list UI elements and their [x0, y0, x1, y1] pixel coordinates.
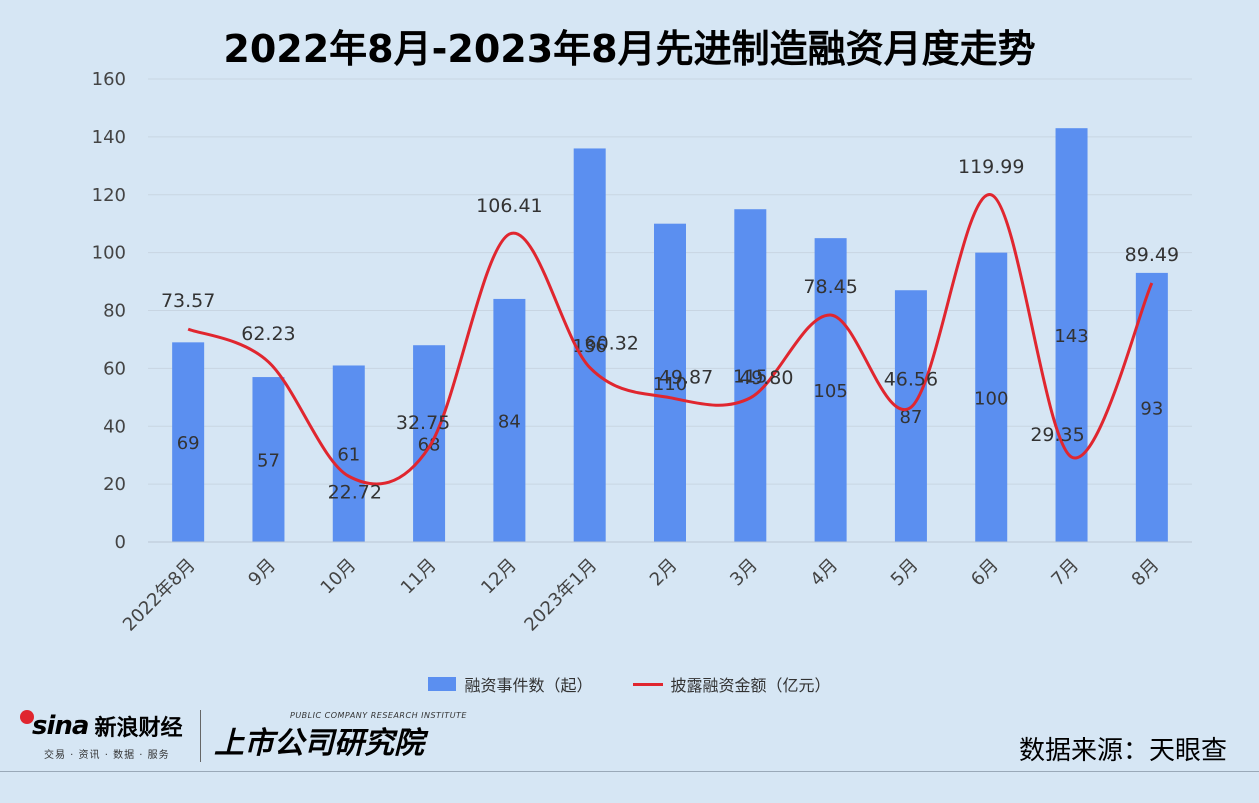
y-tick-label: 60 — [103, 358, 126, 379]
line-value-label: 46.56 — [884, 368, 938, 390]
institute-logo: 上市公司研究院 — [214, 726, 424, 761]
sina-eye-icon — [20, 710, 34, 724]
y-tick-label: 0 — [115, 532, 126, 553]
bar-value-label: 57 — [257, 451, 280, 472]
x-tick-label: 8月 — [1128, 555, 1164, 591]
institute-english-name: PUBLIC COMPANY RESEARCH INSTITUTE — [290, 711, 467, 720]
line-value-label: 106.41 — [476, 195, 542, 217]
y-tick-label: 120 — [92, 185, 126, 206]
bar-value-label: 143 — [1054, 326, 1088, 347]
line-value-label: 49.80 — [739, 367, 793, 389]
line-value-label: 119.99 — [958, 156, 1024, 178]
bar — [252, 377, 285, 542]
bar-value-label: 61 — [337, 445, 360, 466]
sina-finance-logo: sina 新浪财经 — [20, 710, 182, 742]
chart-legend: 融资事件数（起） 披露融资金额（亿元） — [0, 672, 1259, 696]
bar — [654, 223, 686, 542]
line-value-label: 78.45 — [803, 276, 857, 298]
bar — [413, 345, 446, 542]
legend-bar-label: 融资事件数（起） — [464, 676, 593, 695]
x-tick-label: 3月 — [726, 555, 762, 591]
bar-value-label: 87 — [899, 407, 922, 428]
legend-line-label: 披露融资金额（亿元） — [670, 676, 831, 695]
bar — [573, 148, 606, 542]
bar — [493, 298, 526, 542]
bar — [894, 290, 927, 542]
line-value-label: 60.32 — [584, 332, 638, 354]
bar — [172, 342, 205, 542]
bar-value-label: 93 — [1140, 398, 1163, 419]
line-value-label: 49.87 — [659, 367, 713, 389]
x-tick-label: 7月 — [1047, 555, 1083, 591]
bar-value-label: 110 — [653, 374, 687, 395]
legend-item-bars: 融资事件数（起） — [428, 672, 593, 696]
logo-divider — [200, 710, 201, 762]
x-tick-label: 5月 — [887, 555, 923, 591]
data-source: 数据来源：天眼查 — [1018, 736, 1227, 766]
y-tick-label: 140 — [92, 127, 126, 148]
x-tick-label: 10月 — [317, 555, 361, 599]
chart-title: 2022年8月-2023年8月先进制造融资月度走势 — [223, 27, 1036, 71]
line-value-label: 29.35 — [1030, 424, 1084, 446]
legend-line-swatch — [632, 682, 663, 686]
bar — [975, 252, 1008, 542]
line-value-label: 73.57 — [161, 290, 215, 312]
bar-value-label: 136 — [573, 336, 607, 357]
y-tick-label: 100 — [92, 243, 126, 264]
bar — [332, 365, 365, 542]
y-tick-label: 40 — [103, 416, 126, 437]
footer-divider — [0, 771, 1259, 772]
bar — [1055, 128, 1088, 542]
x-tick-label: 2月 — [646, 555, 682, 591]
x-tick-label: 11月 — [397, 555, 441, 599]
sina-finance-tagline: 交易 · 资讯 · 数据 · 服务 — [44, 750, 170, 761]
bar — [734, 209, 767, 542]
x-tick-label: 2022年8月 — [119, 555, 200, 636]
legend-bar-swatch — [428, 677, 457, 691]
x-tick-label: 12月 — [477, 555, 521, 599]
y-tick-label: 160 — [92, 69, 126, 90]
line-value-label: 89.49 — [1125, 244, 1179, 266]
x-tick-label: 2023年1月 — [520, 555, 601, 636]
bar-value-label: 100 — [974, 388, 1008, 409]
x-tick-label: 4月 — [806, 555, 842, 591]
x-tick-label: 9月 — [244, 555, 280, 591]
line-value-label: 62.23 — [241, 323, 295, 345]
bar — [814, 238, 847, 542]
y-tick-label: 20 — [103, 474, 126, 495]
line-value-label: 32.75 — [396, 412, 450, 434]
x-tick-label: 6月 — [967, 555, 1003, 591]
bar-value-label: 115 — [733, 367, 767, 388]
legend-item-line: 披露融资金额（亿元） — [632, 672, 831, 696]
bar-value-label: 69 — [177, 433, 200, 454]
bar-value-label: 84 — [498, 411, 521, 432]
series-line — [187, 193, 1154, 486]
y-tick-label: 80 — [103, 301, 126, 322]
sina-logo-mark: sina — [20, 710, 89, 741]
sina-finance-name: 新浪财经 — [94, 716, 183, 741]
line-value-label: 22.72 — [328, 481, 382, 503]
bar-value-label: 105 — [813, 381, 847, 402]
